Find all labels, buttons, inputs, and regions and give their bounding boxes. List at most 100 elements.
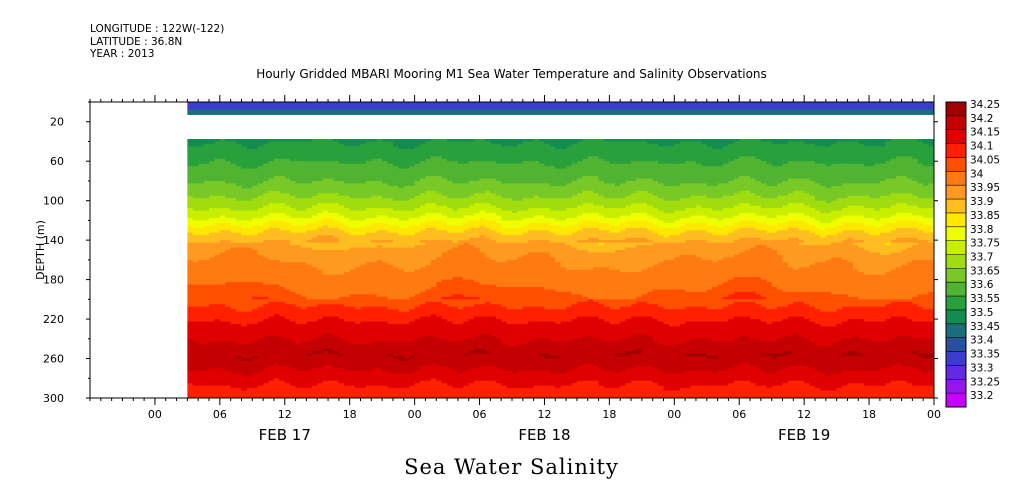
salinity-cell xyxy=(409,240,416,244)
salinity-cell xyxy=(301,291,308,295)
salinity-cell xyxy=(376,277,383,281)
salinity-cell xyxy=(322,370,329,374)
salinity-cell xyxy=(365,173,372,177)
salinity-cell xyxy=(219,156,226,160)
salinity-cell xyxy=(311,294,318,298)
salinity-cell xyxy=(382,198,389,202)
salinity-cell xyxy=(279,314,286,318)
salinity-cell xyxy=(219,173,226,177)
salinity-cell xyxy=(322,348,329,352)
salinity-cell xyxy=(198,269,205,273)
salinity-cell xyxy=(230,220,237,224)
salinity-cell xyxy=(192,153,199,157)
salinity-cell xyxy=(344,353,351,357)
salinity-cell xyxy=(333,227,340,231)
salinity-cell xyxy=(311,321,318,325)
salinity-cell xyxy=(284,195,291,199)
salinity-cell xyxy=(382,217,389,221)
salinity-cell xyxy=(382,373,389,377)
salinity-cell xyxy=(203,326,210,330)
salinity-cell xyxy=(301,227,308,231)
salinity-cell xyxy=(284,254,291,258)
salinity-cell xyxy=(355,378,362,382)
salinity-cell xyxy=(414,190,421,194)
salinity-cell xyxy=(192,365,199,369)
salinity-cell xyxy=(295,183,302,187)
salinity-cell xyxy=(241,393,248,397)
salinity-cell xyxy=(392,395,399,398)
salinity-cell xyxy=(203,151,210,155)
salinity-cell xyxy=(290,316,297,320)
salinity-cell xyxy=(241,333,248,337)
salinity-cell xyxy=(273,151,280,155)
salinity-cell xyxy=(328,188,335,192)
salinity-cell xyxy=(263,331,270,335)
salinity-cell xyxy=(246,395,253,398)
salinity-cell xyxy=(279,333,286,337)
salinity-cell xyxy=(187,353,194,357)
salinity-cell xyxy=(392,143,399,147)
salinity-cell xyxy=(392,185,399,189)
salinity-cell xyxy=(322,390,329,394)
salinity-cell xyxy=(263,185,270,189)
salinity-cell xyxy=(230,356,237,360)
salinity-cell xyxy=(420,180,427,184)
salinity-cell xyxy=(198,262,205,266)
salinity-cell xyxy=(252,156,259,160)
salinity-cell xyxy=(257,378,264,382)
salinity-cell xyxy=(236,161,243,165)
salinity-cell xyxy=(382,148,389,152)
salinity-cell xyxy=(236,358,243,362)
salinity-cell xyxy=(236,346,243,350)
salinity-cell xyxy=(414,333,421,337)
salinity-cell xyxy=(425,356,432,360)
salinity-cell xyxy=(295,210,302,214)
salinity-cell xyxy=(209,311,216,315)
salinity-cell xyxy=(219,294,226,298)
salinity-cell xyxy=(371,254,378,258)
salinity-cell xyxy=(398,237,405,241)
salinity-cell xyxy=(252,176,259,180)
salinity-cell xyxy=(360,279,367,283)
salinity-cell xyxy=(382,210,389,214)
salinity-cell xyxy=(225,370,232,374)
salinity-cell xyxy=(219,314,226,318)
salinity-cell xyxy=(236,109,243,113)
salinity-cell xyxy=(192,274,199,278)
salinity-cell xyxy=(355,331,362,335)
salinity-cell xyxy=(187,168,194,172)
salinity-cell xyxy=(387,291,394,295)
salinity-cell xyxy=(398,203,405,207)
salinity-cell xyxy=(279,375,286,379)
salinity-cell xyxy=(349,195,356,199)
salinity-cell xyxy=(252,326,259,330)
salinity-cell xyxy=(236,262,243,266)
salinity-cell xyxy=(382,375,389,379)
salinity-cell xyxy=(349,299,356,303)
salinity-cell xyxy=(301,247,308,251)
salinity-cell xyxy=(295,250,302,254)
salinity-cell xyxy=(365,284,372,288)
salinity-cell xyxy=(268,257,275,261)
salinity-cell xyxy=(241,205,248,209)
salinity-cell xyxy=(236,195,243,199)
salinity-cell xyxy=(192,151,199,155)
salinity-cell xyxy=(409,148,416,152)
salinity-cell xyxy=(365,375,372,379)
salinity-cell xyxy=(328,319,335,323)
salinity-cell xyxy=(203,277,210,281)
salinity-cell xyxy=(263,262,270,266)
salinity-cell xyxy=(414,188,421,192)
salinity-cell xyxy=(263,146,270,150)
salinity-cell xyxy=(214,324,221,328)
salinity-cell xyxy=(311,171,318,175)
salinity-cell xyxy=(284,343,291,347)
salinity-cell xyxy=(311,301,318,305)
salinity-cell xyxy=(382,259,389,263)
salinity-cell xyxy=(317,161,324,165)
salinity-cell xyxy=(198,148,205,152)
salinity-cell xyxy=(322,185,329,189)
salinity-cell xyxy=(268,200,275,204)
salinity-cell xyxy=(301,163,308,167)
salinity-cell xyxy=(409,198,416,202)
